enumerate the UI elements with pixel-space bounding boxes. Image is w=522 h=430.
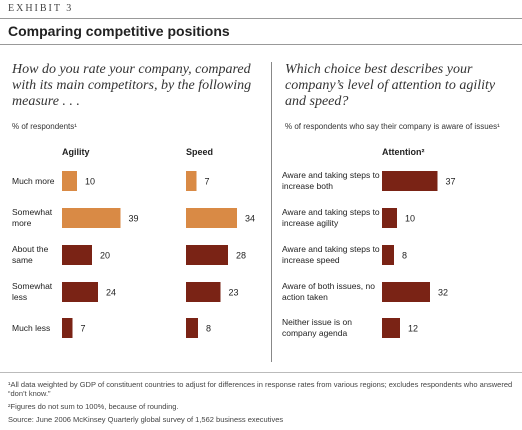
- column-header: Speed: [186, 147, 214, 157]
- bar: [382, 171, 438, 191]
- category-label: Aware and taking steps to increase speed: [282, 244, 380, 265]
- value-label: 20: [100, 250, 110, 260]
- value-label: 8: [206, 323, 211, 333]
- value-label: 37: [446, 176, 456, 186]
- value-label: 23: [229, 287, 239, 297]
- category-label: Aware of both issues, no action taken: [282, 281, 375, 302]
- bar: [62, 245, 92, 265]
- footnote: ¹All data weighted by GDP of constituent…: [8, 380, 513, 398]
- value-label: 10: [405, 213, 415, 223]
- value-label: 10: [85, 176, 95, 186]
- bar: [62, 208, 121, 228]
- category-label: Aware and taking steps to increase agili…: [282, 207, 380, 228]
- bar: [62, 318, 73, 338]
- category-label: About the same: [12, 244, 49, 265]
- category-label: Somewhat more: [12, 207, 53, 228]
- category-label: Much less: [12, 322, 51, 333]
- bar: [186, 318, 198, 338]
- footnote: ²Figures do not sum to 100%, because of …: [8, 402, 179, 411]
- value-label: 32: [438, 287, 448, 297]
- bar: [382, 245, 394, 265]
- value-label: 34: [245, 213, 255, 223]
- bar: [186, 245, 228, 265]
- value-label: 39: [129, 213, 139, 223]
- question: Which choice best describes your company…: [285, 62, 496, 109]
- rule: [0, 44, 522, 45]
- subtitle: % of respondents¹: [12, 122, 77, 131]
- value-label: 8: [402, 250, 407, 260]
- bar: [186, 171, 197, 191]
- exhibit-label: EXHIBIT 3: [8, 3, 74, 14]
- category-label: Aware and taking steps to increase both: [282, 170, 380, 191]
- value-label: 24: [106, 287, 116, 297]
- subtitle: % of respondents who say their company i…: [285, 122, 500, 131]
- value-label: 7: [205, 176, 210, 186]
- bar: [62, 282, 98, 302]
- rule: [0, 372, 522, 373]
- bar: [62, 171, 77, 191]
- column-header: Attention²: [382, 147, 425, 157]
- source: Source: June 2006 McKinsey Quarterly glo…: [8, 415, 284, 424]
- category-label: Somewhat less: [12, 281, 53, 302]
- rule: [0, 18, 522, 19]
- category-label: Much more: [12, 175, 55, 186]
- value-label: 7: [81, 323, 86, 333]
- bar: [382, 318, 400, 338]
- value-label: 12: [408, 323, 418, 333]
- bar: [186, 282, 221, 302]
- bar: [382, 208, 397, 228]
- question: How do you rate your company, compared w…: [12, 62, 252, 109]
- column-header: Agility: [62, 147, 90, 157]
- value-label: 28: [236, 250, 246, 260]
- divider: [271, 62, 272, 362]
- title: Comparing competitive positions: [8, 23, 230, 39]
- bar: [186, 208, 237, 228]
- category-label: Neither issue is on company agenda: [282, 317, 352, 338]
- bar: [382, 282, 430, 302]
